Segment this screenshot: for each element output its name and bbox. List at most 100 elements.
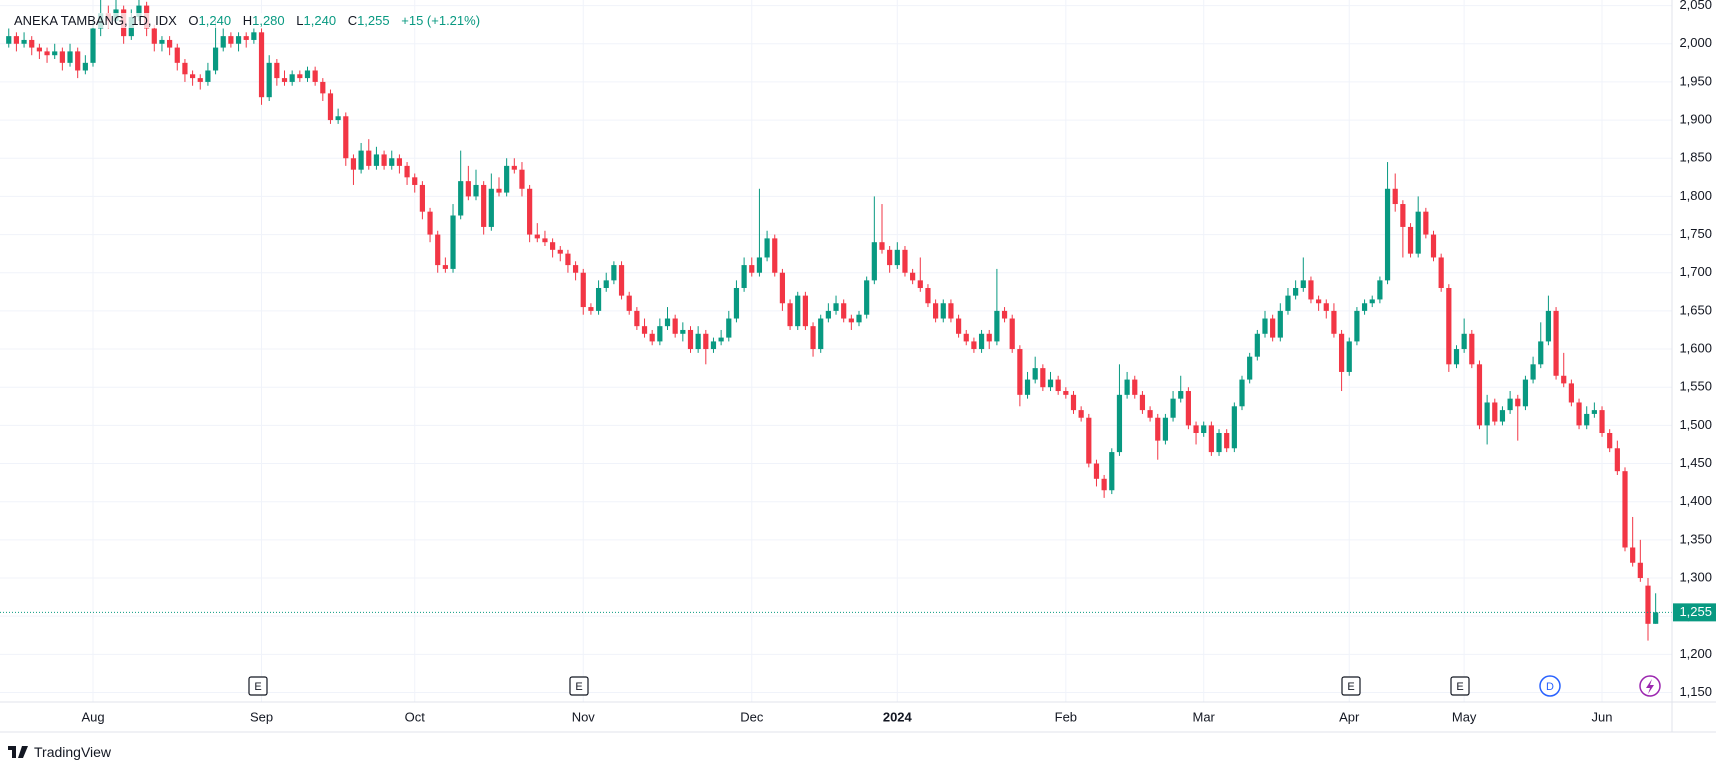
candle-body <box>1017 349 1023 395</box>
candle-body <box>994 310 1000 342</box>
y-tick-label: 2,000 <box>1679 35 1712 50</box>
candle-body <box>825 310 831 319</box>
candle-body <box>274 62 280 79</box>
candle-body <box>1270 318 1276 338</box>
candle-body <box>1645 585 1651 624</box>
candle-body <box>963 333 969 342</box>
field: L <box>296 13 304 28</box>
candle-body <box>1369 299 1375 304</box>
candle-body <box>1024 379 1031 395</box>
x-tick-label: Nov <box>572 709 596 724</box>
candle-body <box>151 28 157 44</box>
candle-body <box>1492 402 1498 422</box>
candle-body <box>1346 341 1352 372</box>
event-label: E <box>254 681 261 693</box>
candle-body <box>940 303 946 319</box>
candle-body <box>21 39 27 44</box>
candle-body <box>1568 383 1574 403</box>
field-value: 1,280 <box>252 13 285 28</box>
candle-body <box>228 36 234 44</box>
candle-body <box>1070 394 1077 411</box>
candle-body <box>1476 364 1483 426</box>
candle-body <box>687 329 694 350</box>
candle-body <box>327 93 334 121</box>
candle-body <box>618 265 625 296</box>
field-value: 1,255 <box>357 13 390 28</box>
y-tick-label: 1,400 <box>1679 493 1712 508</box>
candle-body <box>1545 310 1552 342</box>
candle-body <box>1124 379 1130 395</box>
candle-body <box>1453 349 1460 365</box>
candle-body <box>1155 417 1161 441</box>
event-marker <box>1341 676 1361 696</box>
x-tick-label: Aug <box>81 709 104 724</box>
candle-body <box>1561 375 1567 384</box>
candle-body <box>1078 410 1084 418</box>
candle-body <box>1499 410 1506 422</box>
candle-body <box>1300 280 1306 288</box>
x-tick-label: 2024 <box>883 709 913 724</box>
event-marker <box>1539 675 1561 697</box>
candle-body <box>1599 410 1605 434</box>
last-price-label: 1,255 <box>1679 604 1712 619</box>
candle-body <box>167 39 173 48</box>
candles <box>0 0 1672 641</box>
candle-body <box>458 181 464 216</box>
candle-body <box>1607 433 1613 449</box>
candle-body <box>235 36 242 44</box>
candle-body <box>419 184 425 212</box>
candle-body <box>925 287 931 304</box>
candle-body <box>810 326 816 350</box>
candle-body <box>1032 368 1038 380</box>
candle-body <box>910 272 916 281</box>
candle-body <box>197 78 203 82</box>
y-tick-label: 1,550 <box>1679 379 1712 394</box>
candle-body <box>971 341 977 350</box>
candle-body <box>1530 364 1536 380</box>
candle-body <box>1630 547 1636 563</box>
field-value: 1,240 <box>198 13 232 28</box>
candle-body <box>703 333 709 350</box>
candle-body <box>657 326 663 342</box>
candle-body <box>1576 402 1582 426</box>
candle-body <box>174 47 180 63</box>
candle-body <box>442 265 448 269</box>
candle-body <box>948 303 954 319</box>
candle-body <box>565 253 571 266</box>
candle-body <box>603 280 609 288</box>
event-label: E <box>1347 681 1354 693</box>
candle-body <box>1637 562 1643 579</box>
candle-body <box>473 184 479 197</box>
event-label: E <box>1456 681 1463 693</box>
candle-body <box>1361 303 1368 311</box>
candle-body <box>182 62 188 75</box>
candle-body <box>1109 452 1115 491</box>
candle-body <box>864 280 870 315</box>
candle-body <box>281 78 288 82</box>
y-tick-label: 1,600 <box>1679 340 1712 355</box>
candle-body <box>1653 612 1659 624</box>
candle-body <box>1262 318 1268 334</box>
candle-body <box>52 51 58 56</box>
brand[interactable]: TradingView <box>8 744 111 760</box>
candle-body <box>412 177 418 185</box>
candle-body <box>1622 471 1628 548</box>
candle-body <box>220 36 226 48</box>
candle-body <box>450 215 456 269</box>
candle-body <box>289 74 295 82</box>
candle-body <box>764 238 770 258</box>
candle-body <box>726 318 732 338</box>
candle-body <box>1614 448 1620 472</box>
candle-body <box>550 242 556 250</box>
candle-body <box>212 47 219 71</box>
last-price-box <box>1673 603 1716 622</box>
candle-body <box>496 188 502 193</box>
field-value: 1,240 <box>303 13 337 28</box>
candle-body <box>266 62 272 98</box>
candle-body <box>1392 188 1398 205</box>
y-tick-label: 1,650 <box>1679 302 1712 317</box>
candle-body <box>1040 368 1046 388</box>
candle-body <box>6 36 12 44</box>
